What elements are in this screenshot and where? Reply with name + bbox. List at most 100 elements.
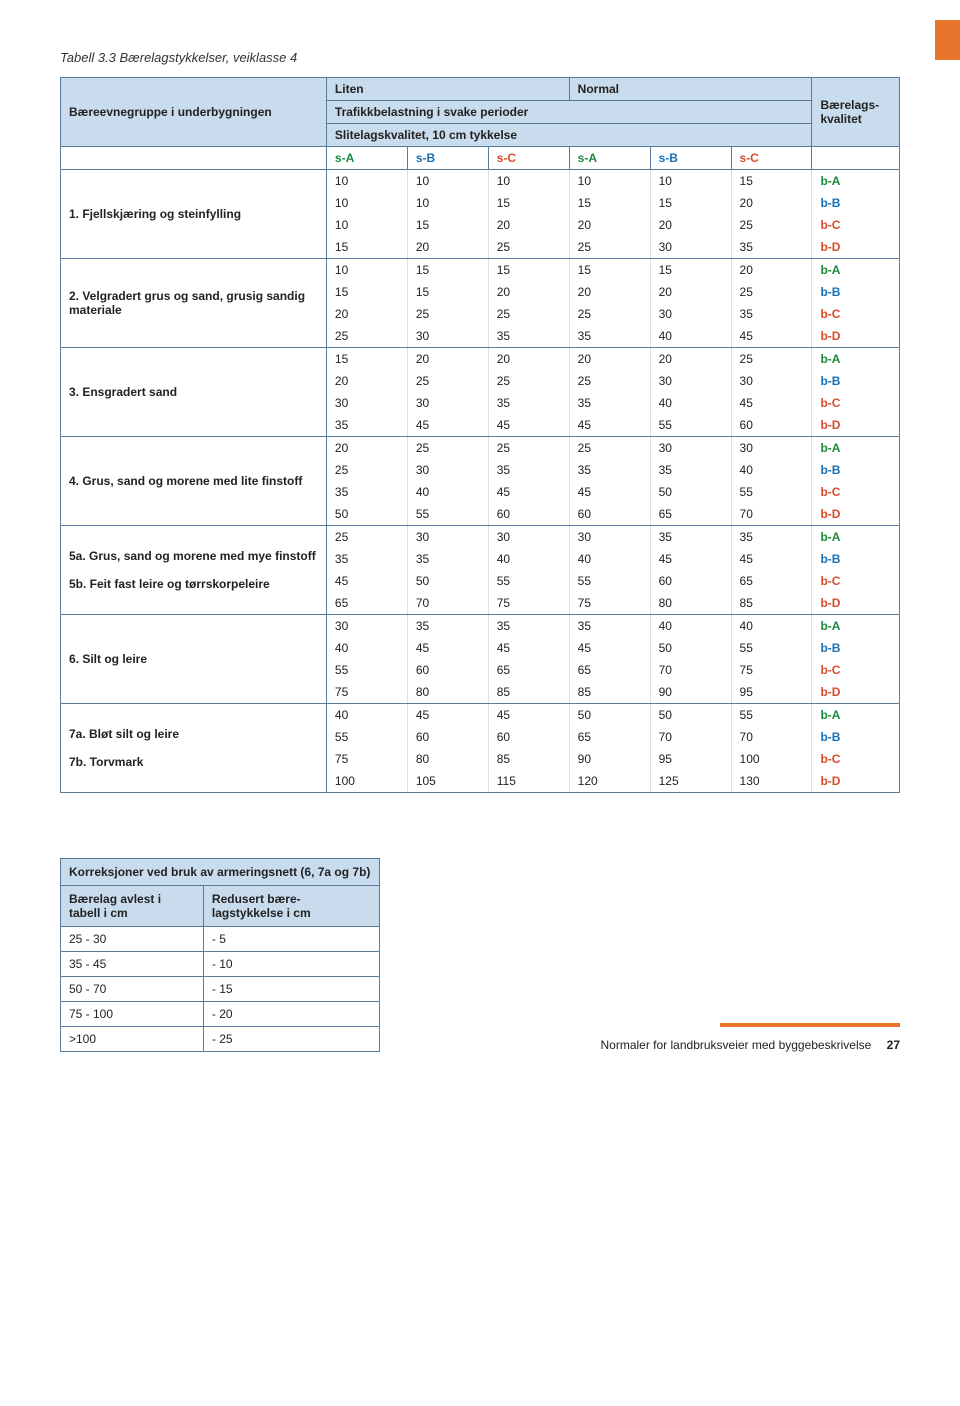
data-cell: 40 bbox=[650, 325, 731, 348]
data-cell: 25 bbox=[731, 214, 812, 236]
data-cell: 80 bbox=[407, 681, 488, 704]
data-cell: 30 bbox=[488, 526, 569, 549]
data-cell: 10 bbox=[407, 170, 488, 193]
corr-cell: - 15 bbox=[203, 977, 379, 1002]
data-cell: 40 bbox=[407, 481, 488, 503]
data-cell: 20 bbox=[326, 437, 407, 460]
quality-cell: b-D bbox=[812, 414, 900, 437]
quality-cell: b-B bbox=[812, 192, 900, 214]
hdr-bkval: Bærelags-kvalitet bbox=[812, 78, 900, 147]
data-cell: 30 bbox=[650, 303, 731, 325]
data-cell: 40 bbox=[650, 392, 731, 414]
page-number: 27 bbox=[887, 1038, 900, 1052]
page-tab-marker bbox=[935, 20, 960, 60]
group-label: 5a. Grus, sand og morene med mye finstof… bbox=[61, 526, 327, 615]
quality-cell: b-D bbox=[812, 592, 900, 615]
data-cell: 35 bbox=[569, 392, 650, 414]
data-cell: 30 bbox=[326, 615, 407, 638]
hdr-subcol: s-A bbox=[569, 147, 650, 170]
data-cell: 20 bbox=[407, 236, 488, 259]
quality-cell: b-D bbox=[812, 236, 900, 259]
data-cell: 95 bbox=[731, 681, 812, 704]
quality-cell: b-C bbox=[812, 392, 900, 414]
data-cell: 35 bbox=[569, 615, 650, 638]
data-cell: 25 bbox=[488, 303, 569, 325]
data-cell: 40 bbox=[569, 548, 650, 570]
footer: Normaler for landbruksveier med byggebes… bbox=[601, 1038, 901, 1052]
data-cell: 45 bbox=[731, 548, 812, 570]
data-cell: 85 bbox=[569, 681, 650, 704]
data-cell: 60 bbox=[650, 570, 731, 592]
data-cell: 20 bbox=[326, 370, 407, 392]
data-cell: 40 bbox=[326, 704, 407, 727]
data-cell: 15 bbox=[569, 259, 650, 282]
data-cell: 20 bbox=[650, 281, 731, 303]
table-title: Tabell 3.3 Bærelagstykkelser, veiklasse … bbox=[60, 50, 900, 65]
hdr-traf: Trafikkbelastning i svake perioder bbox=[326, 101, 812, 124]
data-cell: 130 bbox=[731, 770, 812, 793]
data-cell: 25 bbox=[407, 370, 488, 392]
data-cell: 15 bbox=[488, 259, 569, 282]
group-label: 4. Grus, sand og morene med lite finstof… bbox=[61, 437, 327, 526]
hdr-slit: Slitelagskvalitet, 10 cm tykkelse bbox=[326, 124, 812, 147]
corrections-table: Korreksjoner ved bruk av armeringsnett (… bbox=[60, 858, 380, 1052]
data-cell: 65 bbox=[569, 659, 650, 681]
data-cell: 55 bbox=[731, 637, 812, 659]
corr-cell: - 20 bbox=[203, 1002, 379, 1027]
data-cell: 10 bbox=[326, 170, 407, 193]
data-cell: 15 bbox=[326, 281, 407, 303]
data-cell: 25 bbox=[488, 437, 569, 460]
data-cell: 55 bbox=[569, 570, 650, 592]
hdr-subcol: s-B bbox=[407, 147, 488, 170]
data-cell: 45 bbox=[407, 414, 488, 437]
data-cell: 25 bbox=[569, 303, 650, 325]
data-cell: 30 bbox=[569, 526, 650, 549]
footer-accent-bar bbox=[720, 1023, 900, 1027]
data-cell: 30 bbox=[407, 526, 488, 549]
data-cell: 15 bbox=[488, 192, 569, 214]
data-cell: 60 bbox=[488, 726, 569, 748]
data-cell: 35 bbox=[731, 526, 812, 549]
group-label: 6. Silt og leire bbox=[61, 615, 327, 704]
data-cell: 35 bbox=[650, 526, 731, 549]
data-cell: 95 bbox=[650, 748, 731, 770]
data-cell: 35 bbox=[326, 414, 407, 437]
corr-cell: - 5 bbox=[203, 927, 379, 952]
corr-cell: 35 - 45 bbox=[61, 952, 204, 977]
data-cell: 45 bbox=[731, 325, 812, 348]
data-cell: 35 bbox=[731, 236, 812, 259]
data-cell: 45 bbox=[569, 481, 650, 503]
data-cell: 45 bbox=[731, 392, 812, 414]
data-cell: 70 bbox=[650, 726, 731, 748]
data-cell: 20 bbox=[731, 259, 812, 282]
data-cell: 30 bbox=[650, 437, 731, 460]
data-cell: 55 bbox=[731, 704, 812, 727]
quality-cell: b-B bbox=[812, 726, 900, 748]
data-cell: 45 bbox=[326, 570, 407, 592]
data-cell: 70 bbox=[731, 503, 812, 526]
data-cell: 35 bbox=[488, 392, 569, 414]
data-cell: 45 bbox=[569, 637, 650, 659]
data-cell: 75 bbox=[569, 592, 650, 615]
data-cell: 55 bbox=[488, 570, 569, 592]
data-cell: 20 bbox=[569, 281, 650, 303]
quality-cell: b-C bbox=[812, 748, 900, 770]
quality-cell: b-B bbox=[812, 637, 900, 659]
quality-cell: b-A bbox=[812, 437, 900, 460]
quality-cell: b-D bbox=[812, 325, 900, 348]
hdr-liten: Liten bbox=[326, 78, 569, 101]
data-cell: 45 bbox=[488, 481, 569, 503]
data-cell: 10 bbox=[326, 192, 407, 214]
data-cell: 65 bbox=[326, 592, 407, 615]
data-cell: 20 bbox=[731, 192, 812, 214]
data-cell: 90 bbox=[650, 681, 731, 704]
data-cell: 50 bbox=[326, 503, 407, 526]
quality-cell: b-C bbox=[812, 570, 900, 592]
data-cell: 10 bbox=[650, 170, 731, 193]
data-cell: 30 bbox=[731, 370, 812, 392]
data-cell: 70 bbox=[407, 592, 488, 615]
group-label: 1. Fjellskjæring og steinfylling bbox=[61, 170, 327, 259]
data-cell: 15 bbox=[407, 214, 488, 236]
data-cell: 30 bbox=[326, 392, 407, 414]
data-cell: 15 bbox=[569, 192, 650, 214]
